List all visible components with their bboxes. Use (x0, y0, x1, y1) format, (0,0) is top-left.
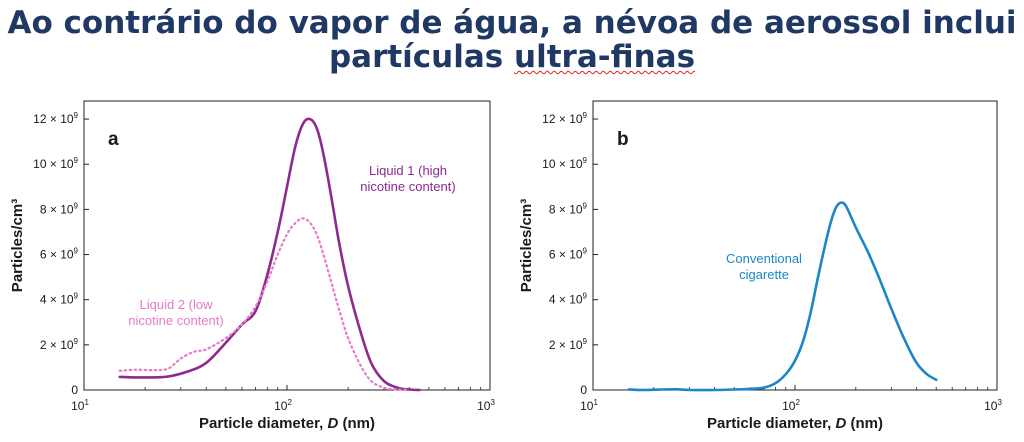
x-tick-label: 102 (782, 398, 800, 413)
series-label-b-0: Conventional (726, 251, 802, 266)
panel-label-a: a (108, 129, 119, 150)
y-tick-label: 0 (71, 383, 78, 397)
slide-title-line2: partículas ultra-finas (0, 40, 1024, 74)
y-tick-label: 8 × 109 (549, 201, 588, 216)
y-tick-label: 6 × 109 (40, 247, 79, 262)
series-label-b-0: cigarette (739, 267, 789, 282)
slide-title-line2-underlined: ultra-finas (514, 39, 696, 75)
plot-frame (83, 100, 491, 391)
slide-title-line1: Ao contrário do vapor de água, a névoa d… (7, 5, 1017, 41)
chart-panel-a: 0 2 × 109 4 × 109 6 × 109 8 × 109 10 × 109 12 … (9, 100, 495, 432)
series-label-a-0: nicotine content) (360, 179, 455, 194)
series-label-a-1: nicotine content) (128, 313, 223, 328)
y-axis-label: Particles/cm³ (9, 199, 26, 292)
series-label-a-0: Liquid 1 (high (369, 163, 447, 178)
y-tick-label: 6 × 109 (549, 247, 588, 262)
x-axis-label: Particle diameter, D (nm) (199, 415, 375, 432)
y-tick-label: 10 × 109 (542, 156, 587, 171)
y-tick-label: 0 (580, 383, 587, 397)
x-tick-label: 103 (477, 398, 495, 413)
panel-label-b: b (617, 129, 629, 150)
x-tick-label: 101 (71, 398, 89, 413)
y-axis-label: Particles/cm³ (518, 199, 535, 292)
series-label-a-1: Liquid 2 (low (140, 297, 214, 312)
y-tick-label: 4 × 109 (549, 292, 588, 307)
y-tick-label: 8 × 109 (40, 201, 79, 216)
y-tick-label: 4 × 109 (40, 292, 79, 307)
y-tick-label: 2 × 109 (549, 337, 588, 352)
slide-title: Ao contrário do vapor de água, a névoa d… (0, 6, 1024, 74)
series-line-a-1 (118, 217, 411, 392)
series-line-b-0 (627, 201, 938, 392)
x-axis-label: Particle diameter, D (nm) (707, 415, 883, 432)
chart-panel-b: 0 2 × 109 4 × 109 6 × 109 8 × 109 10 × 109 12 … (518, 100, 1002, 432)
y-tick-label: 10 × 109 (33, 156, 78, 171)
slide-title-line2-a: partículas (328, 39, 515, 75)
x-tick-label: 101 (580, 398, 598, 413)
y-tick-label: 2 × 109 (40, 337, 79, 352)
y-tick-label: 12 × 109 (33, 111, 78, 126)
x-tick-label: 102 (274, 398, 292, 413)
series-line-a-0 (118, 117, 421, 392)
plot-frame (592, 100, 998, 391)
x-tick-label: 103 (984, 398, 1002, 413)
y-tick-label: 12 × 109 (542, 111, 587, 126)
